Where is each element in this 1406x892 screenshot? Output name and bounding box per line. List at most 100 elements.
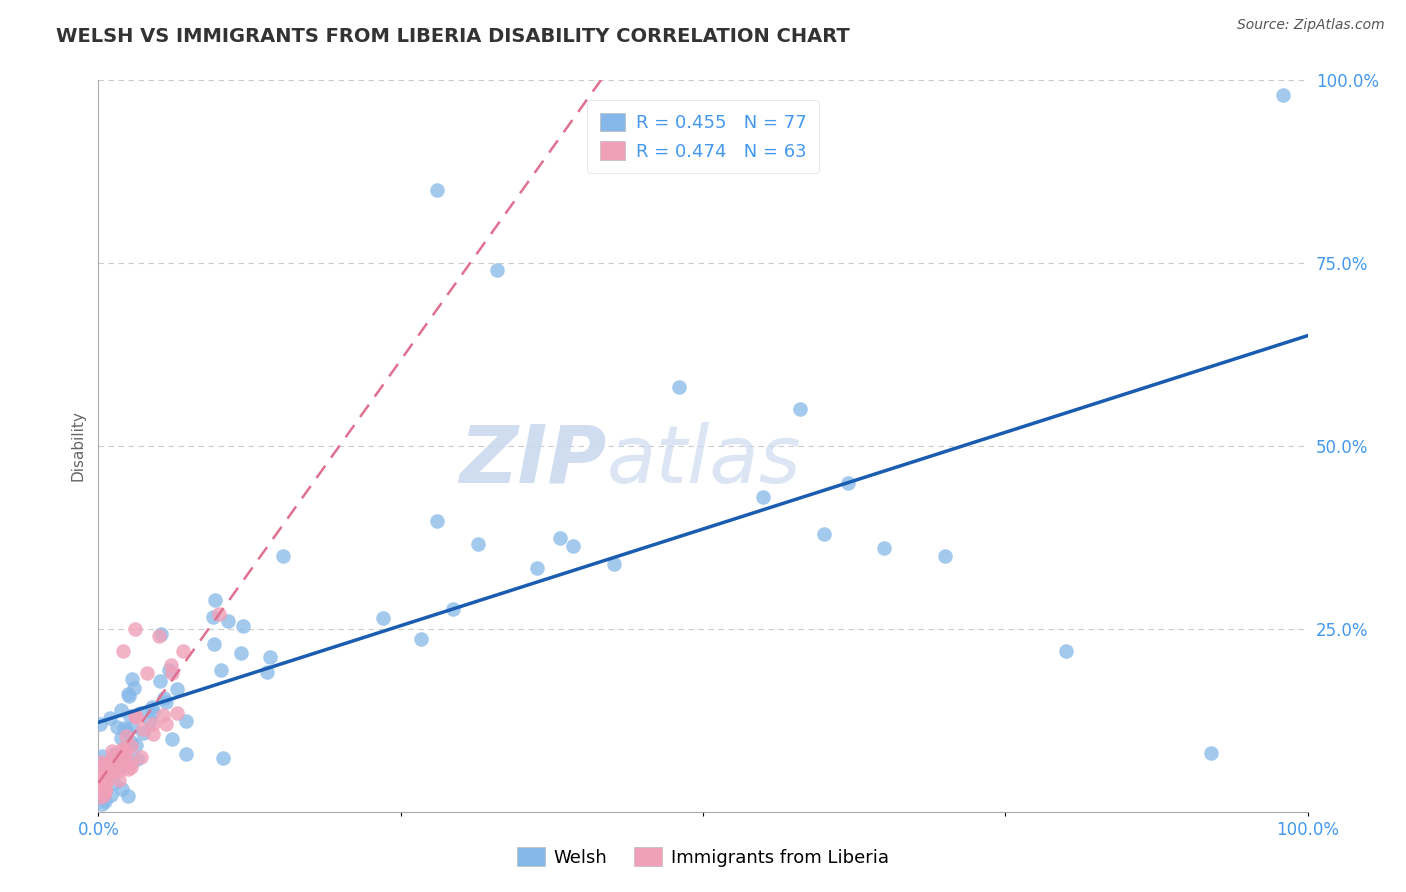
Point	[107, 773, 129, 788]
Point	[160, 665, 183, 680]
Point	[441, 602, 464, 616]
Point	[125, 738, 148, 752]
Point	[93, 782, 115, 797]
Point	[105, 720, 128, 734]
Point	[135, 665, 157, 680]
Point	[93, 782, 115, 797]
Point	[91, 797, 114, 812]
Point	[212, 750, 235, 764]
Point	[409, 632, 432, 647]
Point	[204, 592, 226, 607]
Point	[1272, 87, 1295, 102]
Point	[108, 754, 131, 768]
Point	[89, 785, 111, 799]
Point	[93, 788, 115, 802]
Point	[155, 695, 177, 709]
Point	[115, 730, 138, 744]
Y-axis label: Disability: Disability	[70, 410, 86, 482]
Point	[100, 765, 122, 780]
Point	[789, 402, 811, 417]
Point	[166, 706, 188, 720]
Point	[128, 706, 150, 721]
Point	[103, 776, 125, 790]
Point	[426, 515, 449, 529]
Text: atlas: atlas	[606, 422, 801, 500]
Point	[122, 681, 145, 695]
Point	[486, 263, 509, 277]
Point	[160, 732, 183, 747]
Point	[1054, 644, 1077, 658]
Point	[256, 665, 278, 679]
Point	[873, 541, 896, 556]
Point	[149, 674, 172, 689]
Point	[668, 380, 690, 394]
Point	[89, 780, 111, 794]
Point	[94, 757, 117, 772]
Point	[94, 776, 117, 790]
Point	[176, 714, 198, 728]
Point	[118, 708, 141, 723]
Point	[112, 747, 135, 762]
Point	[90, 749, 112, 764]
Point	[104, 751, 127, 765]
Point	[89, 775, 111, 789]
Point	[110, 747, 132, 761]
Point	[603, 558, 626, 572]
Point	[229, 646, 252, 660]
Point	[142, 727, 165, 741]
Point	[115, 723, 138, 738]
Point	[160, 658, 183, 673]
Point	[118, 689, 141, 703]
Point	[1199, 746, 1222, 760]
Point	[166, 681, 188, 696]
Point	[97, 756, 120, 771]
Point	[100, 788, 122, 802]
Point	[94, 784, 117, 798]
Legend: R = 0.455   N = 77, R = 0.474   N = 63: R = 0.455 N = 77, R = 0.474 N = 63	[586, 100, 820, 173]
Point	[110, 731, 132, 746]
Point	[98, 764, 121, 779]
Point	[103, 765, 125, 780]
Point	[271, 549, 294, 563]
Point	[101, 749, 124, 764]
Point	[97, 756, 120, 771]
Point	[120, 735, 142, 749]
Point	[89, 767, 111, 781]
Point	[108, 763, 131, 777]
Point	[204, 637, 226, 651]
Point	[89, 766, 111, 780]
Text: WELSH VS IMMIGRANTS FROM LIBERIA DISABILITY CORRELATION CHART: WELSH VS IMMIGRANTS FROM LIBERIA DISABIL…	[56, 27, 851, 45]
Point	[837, 475, 859, 490]
Point	[91, 756, 114, 771]
Point	[548, 531, 571, 545]
Point	[89, 717, 111, 731]
Point	[132, 722, 155, 736]
Point	[132, 725, 155, 739]
Point	[93, 758, 115, 772]
Point	[813, 526, 835, 541]
Point	[89, 772, 111, 787]
Point	[209, 663, 232, 677]
Point	[172, 644, 194, 658]
Legend: Welsh, Immigrants from Liberia: Welsh, Immigrants from Liberia	[510, 840, 896, 874]
Point	[142, 717, 165, 731]
Point	[174, 747, 197, 761]
Point	[100, 744, 122, 758]
Point	[208, 607, 231, 622]
Point	[89, 762, 111, 776]
Point	[94, 794, 117, 808]
Point	[120, 760, 142, 774]
Point	[562, 539, 585, 553]
Point	[152, 691, 174, 706]
Point	[232, 618, 254, 632]
Point	[111, 741, 134, 756]
Point	[117, 739, 139, 753]
Point	[148, 629, 170, 643]
Point	[98, 711, 121, 725]
Point	[111, 644, 134, 658]
Point	[110, 703, 132, 717]
Point	[120, 756, 142, 770]
Point	[89, 761, 111, 775]
Text: ZIP: ZIP	[458, 422, 606, 500]
Point	[97, 756, 120, 770]
